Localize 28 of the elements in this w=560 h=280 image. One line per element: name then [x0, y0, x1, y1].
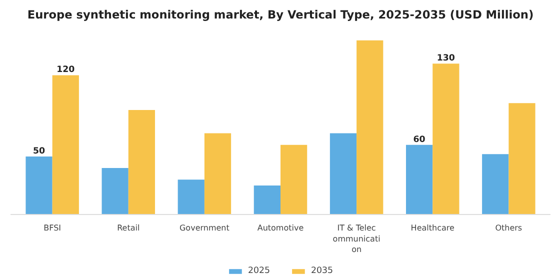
chart-title: Europe synthetic monitoring market, By Vertical Type, 2025-2035 (USD Million)	[27, 8, 534, 22]
bar	[482, 154, 509, 214]
bar	[330, 133, 357, 214]
data-label: 50	[33, 146, 46, 156]
legend-label: 2025	[248, 266, 270, 276]
x-tick-label: Government	[180, 223, 230, 232]
data-label: 120	[56, 65, 75, 76]
bar	[204, 133, 232, 214]
legend-label: 2035	[311, 266, 334, 276]
x-tick-label: IT & Telecommunication	[332, 223, 380, 254]
bar	[280, 144, 308, 214]
bar	[356, 40, 384, 214]
data-label: 130	[436, 54, 455, 64]
data-label: 60	[413, 134, 426, 145]
x-tick-label: Retail	[117, 223, 140, 232]
bar	[178, 180, 204, 214]
bar	[128, 110, 156, 214]
x-tick-label: BFSI	[44, 223, 62, 232]
x-tick-label: Automotive	[257, 223, 304, 232]
x-tick-label: Healthcare	[410, 223, 454, 232]
bar	[254, 185, 280, 214]
bar	[432, 64, 460, 214]
bar	[26, 156, 52, 214]
bar	[508, 103, 536, 214]
bar	[102, 168, 128, 214]
bar	[52, 75, 79, 214]
x-tick-label: Others	[495, 223, 522, 232]
bar	[406, 144, 433, 214]
